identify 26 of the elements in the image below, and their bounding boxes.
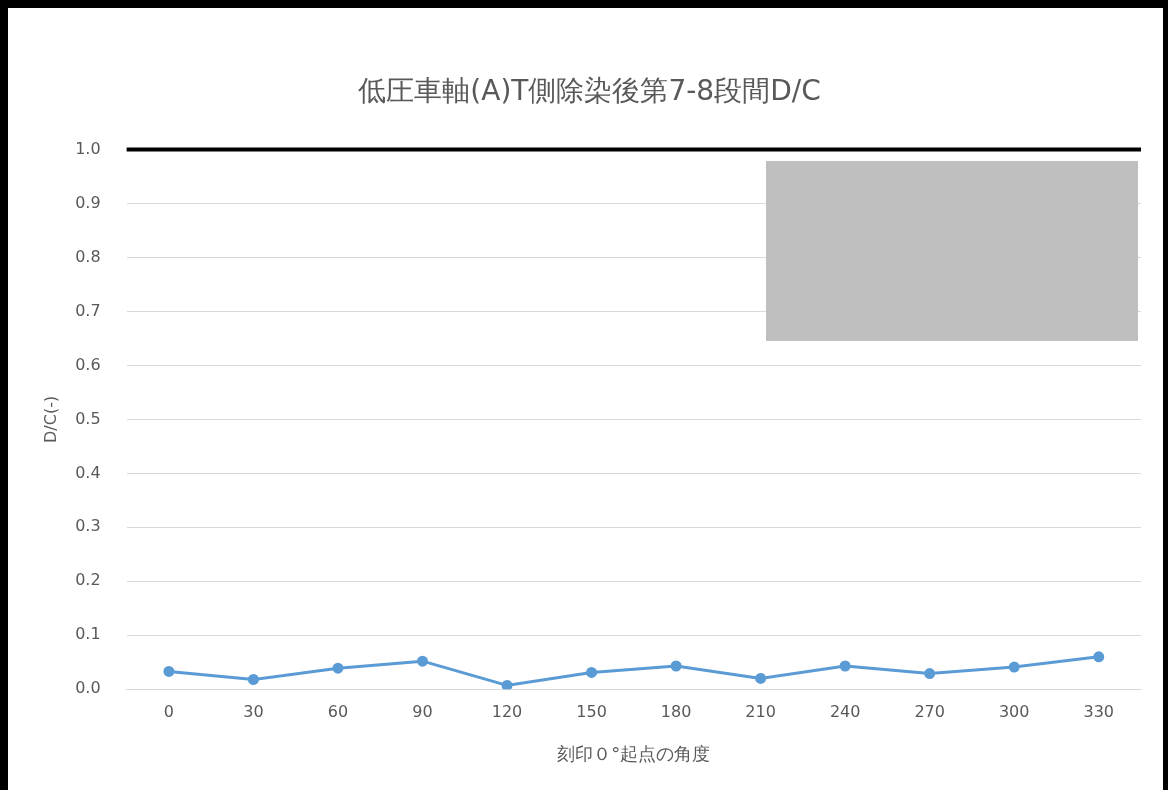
x-tick-label: 330	[1083, 701, 1115, 721]
y-tick-label: 0.2	[75, 570, 101, 590]
y-tick-label: 0.3	[75, 516, 101, 536]
y-tick-label: 0.4	[75, 462, 101, 482]
chart-title: 低圧車軸(A)T側除染後第7-8段間D/C	[358, 74, 821, 108]
x-tick-label: 90	[412, 701, 433, 721]
x-axis-title: 刻印０°起点の角度	[557, 742, 711, 764]
x-tick-label: 0	[163, 701, 174, 721]
x-tick-label: 150	[576, 701, 607, 721]
y-tick-label: 1.0	[75, 138, 101, 158]
x-tick-label: 300	[998, 701, 1030, 721]
x-tick-label: 240	[829, 701, 861, 721]
y-tick-label: 0.7	[75, 300, 101, 320]
x-tick-label: 60	[327, 701, 349, 721]
x-tick-label: 120	[491, 701, 523, 721]
x-tick-label: 180	[660, 701, 692, 721]
x-tick-label: 210	[745, 701, 776, 721]
y-tick-label: 0.6	[75, 354, 101, 374]
x-tick-label: 270	[914, 701, 945, 721]
y-tick-label: 0.8	[75, 246, 101, 266]
y-tick-label: 0.9	[75, 192, 101, 212]
y-tick-label: 0.1	[75, 624, 101, 644]
y-axis-title: D/C(-)	[40, 395, 60, 443]
y-tick-label: 0.0	[75, 678, 101, 698]
x-tick-label: 30	[243, 701, 264, 721]
y-tick-label: 0.5	[75, 408, 101, 428]
